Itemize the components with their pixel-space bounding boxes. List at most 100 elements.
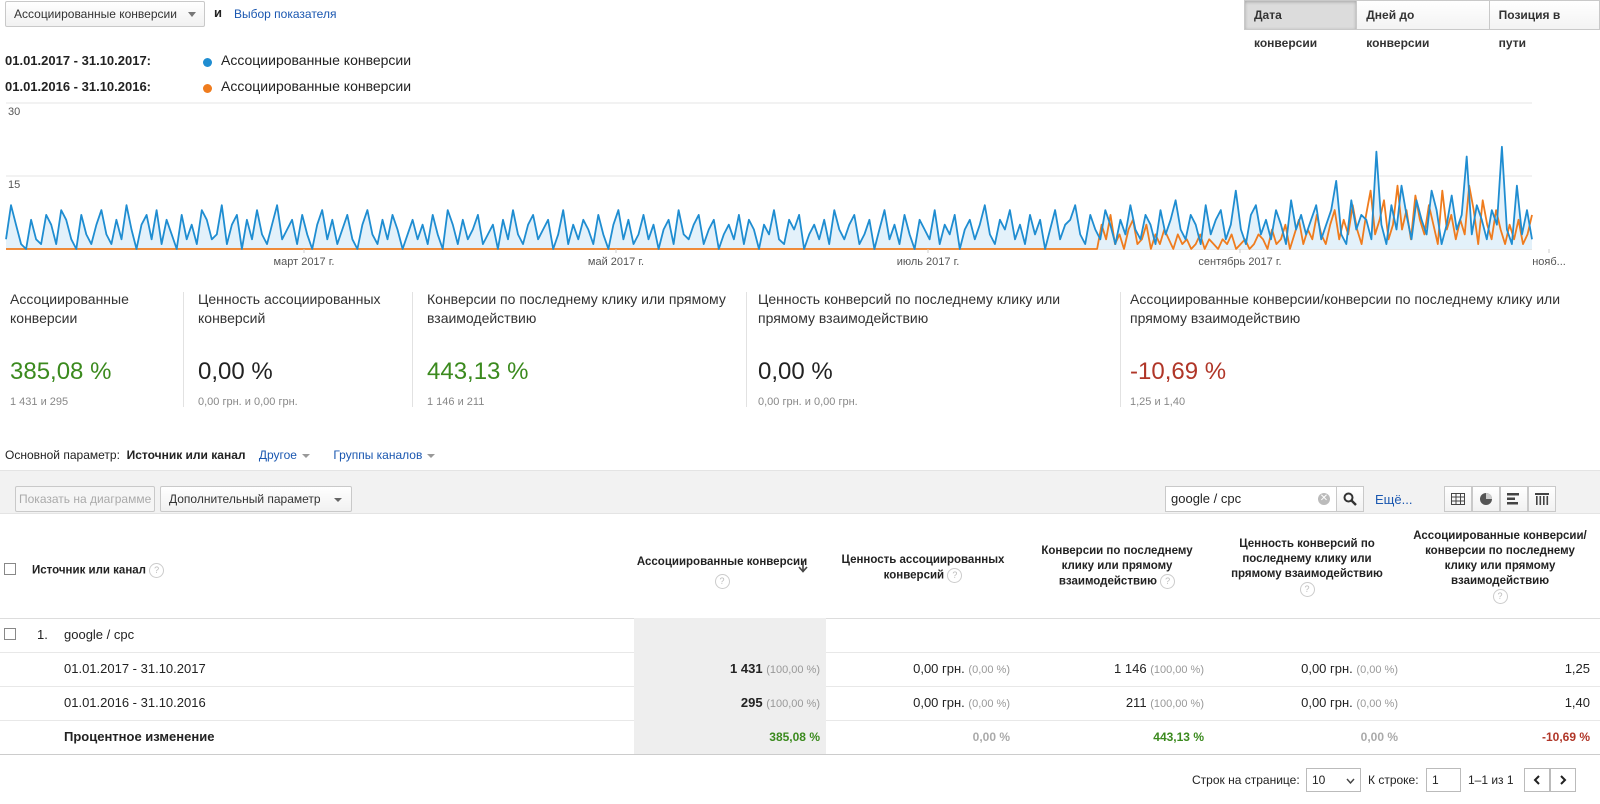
- show-on-chart-button[interactable]: Показать на диаграмме: [15, 486, 155, 512]
- divider: [412, 292, 413, 407]
- help-icon[interactable]: ?: [149, 563, 165, 578]
- channel-groups-label: Группы каналов: [333, 448, 423, 462]
- select-all-checkbox[interactable]: [4, 563, 16, 575]
- metric-select[interactable]: Ассоциированные конверсии: [5, 1, 205, 27]
- rows-per-page-value: 10: [1312, 773, 1326, 787]
- scorecard-title: Конверсии по последнему клику или прямом…: [427, 291, 726, 326]
- bar-chart-icon: [1507, 493, 1519, 505]
- pick-metric-link[interactable]: Выбор показателя: [234, 7, 337, 21]
- rows-per-page-select[interactable]: 10: [1306, 768, 1361, 792]
- cell-assisted: 1 431 (100,00 %): [634, 652, 820, 687]
- cell-last-click-value-change: 0,00 %: [1360, 730, 1398, 744]
- divider: [746, 292, 747, 407]
- sort-column-bg: [634, 720, 826, 754]
- primary-dimension-label: Основной параметр:: [5, 448, 120, 462]
- prev-page-button[interactable]: [1524, 768, 1550, 792]
- segment-conversion-date[interactable]: Дата конверсии: [1245, 1, 1357, 50]
- help-icon[interactable]: ?: [947, 568, 963, 583]
- more-link[interactable]: Ещё...: [1375, 492, 1413, 507]
- cell-value: 1 431: [730, 661, 763, 676]
- chevron-down-icon: [427, 453, 436, 458]
- cell-value: 211: [1125, 695, 1147, 710]
- column-header-last-click-value[interactable]: Ценность конверсий по последнему клику и…: [1222, 537, 1392, 598]
- cell-last-click: 1 146 (100,00 %): [1010, 652, 1204, 687]
- primary-dimension-current: Источник или канал: [126, 448, 246, 462]
- metric-select-value: Ассоциированные конверсии: [14, 7, 177, 21]
- cell-assisted: 295 (100,00 %): [634, 686, 820, 721]
- y-tick-label: 15: [8, 179, 20, 191]
- segment-group: Дата конверсии Дней до конверсии Позиция…: [1244, 0, 1600, 50]
- column-header-label: Ценность конверсий по последнему клику и…: [1231, 538, 1383, 580]
- cell-ratio-change: -10,69 %: [1541, 730, 1590, 744]
- scorecard-sub: 0,00 грн. и 0,00 грн.: [758, 396, 858, 408]
- x-tick-label: нояб...: [1532, 256, 1566, 268]
- cell-value: 0,00 грн.: [1301, 661, 1353, 676]
- x-tick-label: март 2017 г.: [274, 256, 335, 268]
- segment-days-to-conversion[interactable]: Дней до конверсии: [1356, 1, 1489, 50]
- cell-percent: (0,00 %): [968, 664, 1010, 676]
- legend-dot-blue: [203, 58, 212, 67]
- change-label: Процентное изменение: [64, 729, 215, 744]
- row-source-link[interactable]: google / cpc: [64, 627, 135, 642]
- scorecard-last-click: Конверсии по последнему клику или прямом…: [427, 290, 742, 410]
- channel-groups-link[interactable]: Группы каналов: [333, 448, 436, 462]
- segment-path-position[interactable]: Позиция в пути: [1488, 1, 1599, 50]
- cell-percent: (100,00 %): [1150, 664, 1204, 676]
- search-button[interactable]: [1336, 486, 1364, 512]
- pivot-view-button[interactable]: [1528, 486, 1556, 512]
- series-area-2017: [6, 146, 1532, 249]
- column-header-label: Конверсии по последнему клику или прямом…: [1041, 545, 1193, 588]
- help-icon[interactable]: ?: [1492, 589, 1508, 604]
- y-tick-label: 30: [8, 106, 20, 118]
- legend-series-2017: Ассоциированные конверсии: [221, 52, 412, 68]
- cell-last-click-value: 0,00 грн. (0,00 %): [1204, 652, 1398, 687]
- chevron-down-icon: [1346, 778, 1355, 784]
- sort-down-icon[interactable]: [798, 561, 808, 573]
- x-tick-label: июль 2017 г.: [897, 256, 960, 268]
- pie-view-button[interactable]: [1472, 486, 1500, 512]
- next-page-button[interactable]: [1550, 768, 1576, 792]
- row-index: 1.: [37, 627, 48, 642]
- chevron-left-icon: [1533, 775, 1540, 785]
- dimension-other-link[interactable]: Другое: [259, 448, 310, 462]
- scorecard-assisted: Ассоциированные конверсии 385,08 % 1 431…: [10, 290, 180, 410]
- scorecard-sub: 1 146 и 211: [427, 396, 485, 408]
- column-header-source[interactable]: Источник или канал ?: [32, 563, 165, 579]
- series-line-2017: [5, 145, 1533, 250]
- cell-value: 0,00 грн.: [913, 661, 965, 676]
- search-value: google / cpc: [1171, 491, 1242, 506]
- row-date-range: 01.01.2017 - 31.10.2017: [64, 661, 206, 676]
- help-icon[interactable]: ?: [714, 574, 730, 589]
- scorecard-sub: 1 431 и 295: [10, 396, 69, 408]
- table-row-group: 1. google / cpc: [0, 618, 1600, 653]
- secondary-dimension-button[interactable]: Дополнительный параметр: [160, 486, 352, 512]
- legend-range-2017: 01.01.2017 - 31.10.2017:: [5, 53, 152, 68]
- pivot-table-icon: [1535, 493, 1549, 505]
- clear-icon[interactable]: ✕: [1318, 493, 1330, 505]
- primary-dimension-row: Основной параметр: Источник или канал Др…: [5, 448, 436, 462]
- help-icon[interactable]: ?: [1299, 582, 1315, 597]
- column-header-assisted[interactable]: Ассоциированные конверсии ?: [634, 555, 810, 590]
- scorecard-value: -10,69 %: [1130, 358, 1227, 385]
- table-view-button[interactable]: [1444, 486, 1472, 512]
- pie-chart-icon: [1480, 493, 1492, 505]
- divider: [1120, 292, 1121, 407]
- column-header-ratio[interactable]: Ассоциированные конверсии/конверсии по п…: [1412, 529, 1588, 605]
- cell-percent: (100,00 %): [766, 698, 820, 710]
- scorecard-value: 0,00 %: [198, 358, 273, 385]
- secondary-dimension-label: Дополнительный параметр: [169, 492, 321, 506]
- scorecard-last-click-value: Ценность конверсий по последнему клику и…: [758, 290, 1103, 410]
- column-header-assisted-value[interactable]: Ценность ассоциированных конверсий ?: [838, 553, 1008, 584]
- help-icon[interactable]: ?: [1160, 574, 1176, 589]
- scorecard-title: Ассоциированные конверсии: [10, 291, 129, 326]
- column-header-last-click[interactable]: Конверсии по последнему клику или прямом…: [1032, 544, 1202, 590]
- rows-per-page-label: Строк на странице:: [1192, 773, 1300, 787]
- bar-view-button[interactable]: [1500, 486, 1528, 512]
- x-tick-label: май 2017 г.: [588, 256, 644, 268]
- row-checkbox[interactable]: [4, 628, 16, 640]
- cell-assisted-value: 0,00 грн. (0,00 %): [826, 686, 1010, 721]
- goto-row-input[interactable]: 1: [1426, 768, 1461, 792]
- legend-series-2016: Ассоциированные конверсии: [221, 78, 412, 94]
- chevron-down-icon: [301, 453, 310, 458]
- search-input[interactable]: google / cpc ✕: [1165, 486, 1337, 512]
